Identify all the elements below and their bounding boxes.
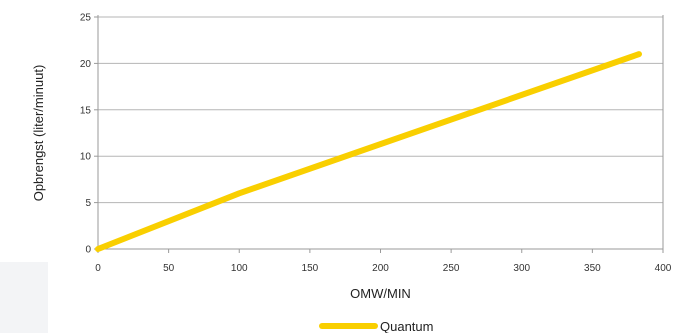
y-tick-label: 20 [80,59,92,70]
y-tick-label: 5 [85,198,91,209]
y-tick-label: 10 [80,152,92,163]
series-layer [95,51,642,252]
x-tick-label: 0 [95,263,101,274]
legend-label-quantum: Quantum [380,319,433,333]
x-tick-label: 300 [513,263,530,274]
axis-layer [94,15,664,253]
x-tick-label: 200 [372,263,389,274]
x-tick-label: 150 [302,263,319,274]
x-tick-label: 250 [443,263,460,274]
y-axis-title: Opbrengst (liter/minuut) [31,65,46,202]
x-tick-label: 350 [584,263,601,274]
x-tick-label: 400 [655,263,672,274]
y-tick-label: 0 [85,245,91,256]
series-line-quantum [95,51,642,252]
x-axis-title: OMW/MIN [350,286,411,301]
y-tick-label: 15 [80,105,92,116]
corner-background-patch [0,262,48,333]
y-tick-label: 25 [80,13,92,24]
legend: Quantum [319,319,433,333]
x-tick-label: 100 [231,263,248,274]
x-tick-label: 50 [163,263,175,274]
